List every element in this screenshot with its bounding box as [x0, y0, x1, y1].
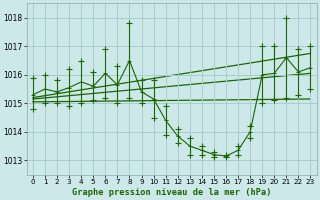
X-axis label: Graphe pression niveau de la mer (hPa): Graphe pression niveau de la mer (hPa) [72, 188, 271, 197]
